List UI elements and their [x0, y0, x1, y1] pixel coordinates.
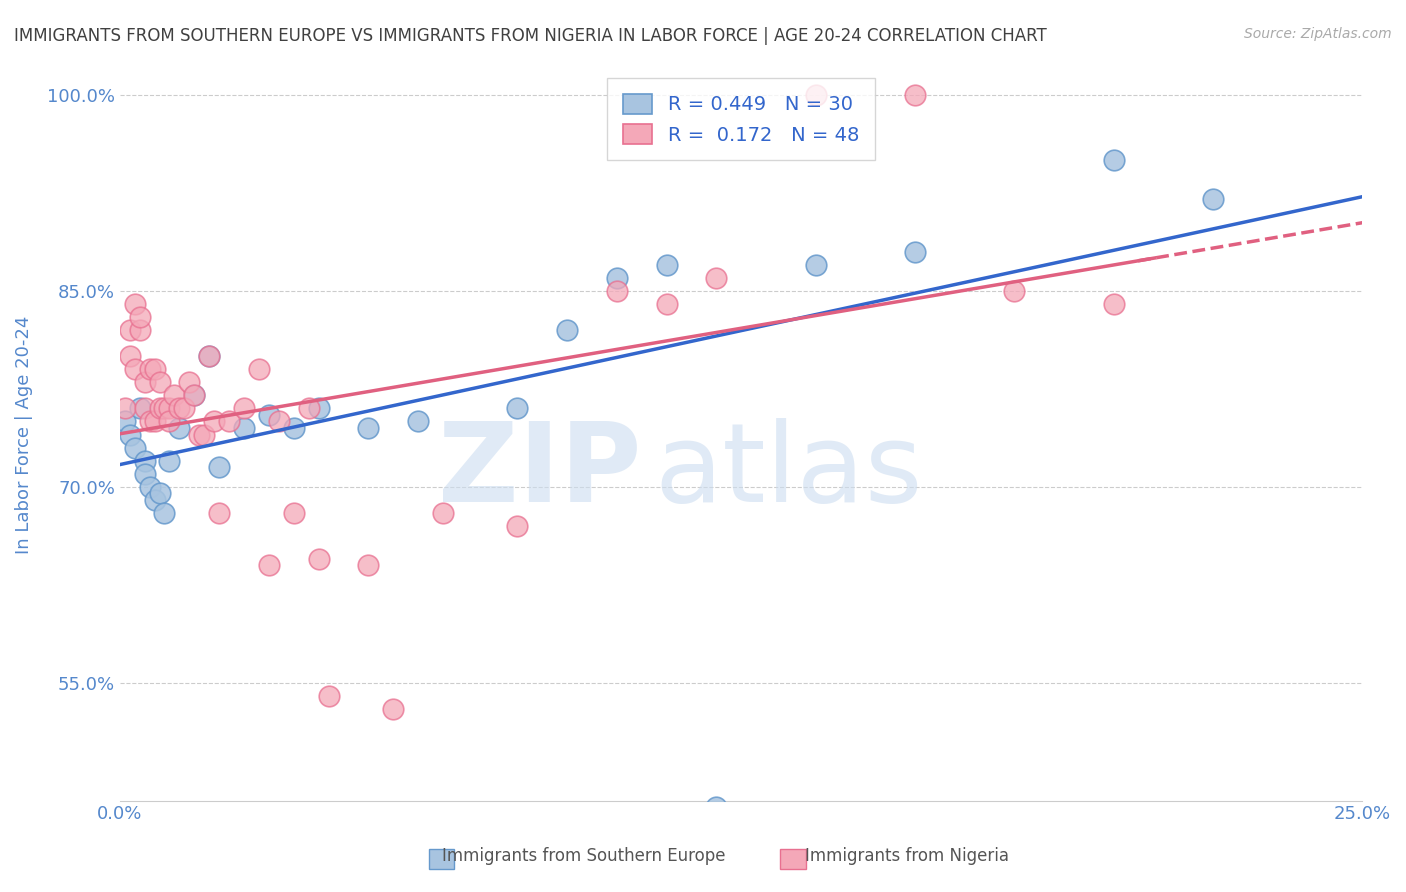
Point: [308, 401, 330, 416]
Point: [148, 401, 170, 416]
Point: [198, 349, 221, 363]
Point: [202, 415, 225, 429]
Point: [114, 415, 136, 429]
Point: [257, 558, 280, 573]
Point: [655, 297, 678, 311]
Point: [128, 401, 150, 416]
Point: [148, 486, 170, 500]
Point: [134, 453, 156, 467]
Point: [124, 362, 146, 376]
Point: [318, 689, 340, 703]
Point: [704, 800, 727, 814]
Point: [159, 401, 181, 416]
Text: Immigrants from Southern Europe: Immigrants from Southern Europe: [441, 847, 725, 865]
Point: [124, 297, 146, 311]
Text: atlas: atlas: [654, 417, 922, 524]
Point: [432, 506, 454, 520]
Point: [655, 258, 678, 272]
Point: [134, 401, 156, 416]
Point: [138, 480, 160, 494]
Point: [804, 87, 827, 102]
Point: [606, 284, 628, 298]
Point: [1102, 297, 1125, 311]
Point: [208, 506, 231, 520]
Point: [134, 467, 156, 481]
Point: [904, 244, 927, 259]
Point: [704, 270, 727, 285]
Point: [159, 415, 181, 429]
Point: [233, 421, 256, 435]
Point: [555, 323, 578, 337]
Point: [143, 362, 166, 376]
Point: [257, 408, 280, 422]
Point: [283, 421, 305, 435]
Point: [904, 87, 927, 102]
Point: [193, 427, 215, 442]
Text: Source: ZipAtlas.com: Source: ZipAtlas.com: [1244, 27, 1392, 41]
Point: [804, 258, 827, 272]
Point: [1102, 153, 1125, 167]
Point: [247, 362, 270, 376]
Point: [169, 401, 191, 416]
Text: Immigrants from Nigeria: Immigrants from Nigeria: [804, 847, 1010, 865]
Point: [134, 376, 156, 390]
Point: [1004, 284, 1026, 298]
Point: [153, 401, 176, 416]
Point: [382, 702, 405, 716]
Point: [506, 401, 529, 416]
Point: [143, 415, 166, 429]
Point: [606, 270, 628, 285]
Point: [118, 427, 141, 442]
Point: [169, 421, 191, 435]
Point: [138, 362, 160, 376]
Point: [183, 388, 205, 402]
Point: [308, 551, 330, 566]
Point: [124, 441, 146, 455]
Point: [198, 349, 221, 363]
Point: [159, 453, 181, 467]
Point: [188, 427, 211, 442]
Point: [357, 558, 380, 573]
Point: [233, 401, 256, 416]
Y-axis label: In Labor Force | Age 20-24: In Labor Force | Age 20-24: [15, 316, 32, 554]
Text: IMMIGRANTS FROM SOUTHERN EUROPE VS IMMIGRANTS FROM NIGERIA IN LABOR FORCE | AGE : IMMIGRANTS FROM SOUTHERN EUROPE VS IMMIG…: [14, 27, 1047, 45]
Point: [143, 492, 166, 507]
Point: [298, 401, 321, 416]
Point: [163, 388, 186, 402]
Point: [128, 323, 150, 337]
Text: ZIP: ZIP: [439, 417, 641, 524]
Point: [173, 401, 195, 416]
Point: [138, 415, 160, 429]
Point: [148, 376, 170, 390]
Point: [357, 421, 380, 435]
Point: [1202, 192, 1225, 206]
Point: [128, 310, 150, 324]
Point: [208, 460, 231, 475]
Point: [118, 323, 141, 337]
Point: [153, 506, 176, 520]
Point: [267, 415, 290, 429]
Point: [183, 388, 205, 402]
Point: [406, 415, 429, 429]
Point: [114, 401, 136, 416]
Point: [118, 349, 141, 363]
Point: [283, 506, 305, 520]
Legend: R = 0.449   N = 30, R =  0.172   N = 48: R = 0.449 N = 30, R = 0.172 N = 48: [607, 78, 875, 161]
Point: [506, 519, 529, 533]
Point: [179, 376, 201, 390]
Point: [218, 415, 240, 429]
